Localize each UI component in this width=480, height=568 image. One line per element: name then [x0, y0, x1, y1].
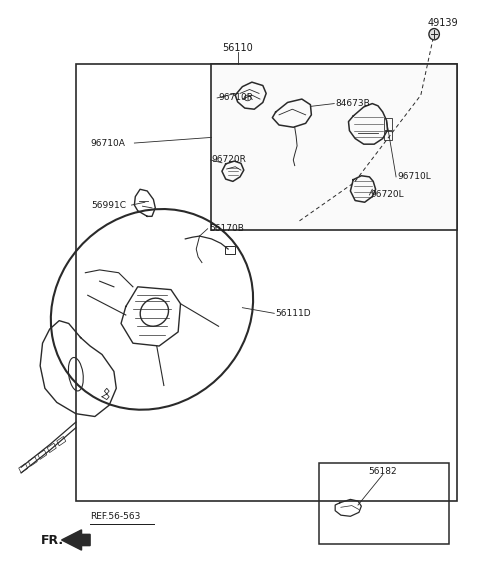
Text: FR.: FR. [41, 534, 64, 547]
Text: 56170B: 56170B [209, 224, 244, 233]
Text: REF.56-563: REF.56-563 [90, 512, 141, 521]
Bar [28, 457, 37, 466]
Bar [225, 245, 235, 254]
Text: 84673B: 84673B [335, 99, 370, 108]
Text: 96710A: 96710A [90, 139, 125, 148]
Polygon shape [61, 530, 90, 550]
Text: 96710L: 96710L [397, 172, 431, 181]
Ellipse shape [429, 28, 439, 40]
Bar [38, 450, 47, 460]
Bar [57, 436, 66, 446]
Text: 56991C: 56991C [91, 201, 126, 210]
Bar [76, 64, 456, 501]
Bar [19, 463, 28, 473]
Text: 56111D: 56111D [276, 309, 312, 318]
Text: 56110: 56110 [222, 43, 253, 53]
Bar [212, 64, 456, 231]
Bar [48, 443, 56, 453]
Bar [384, 118, 392, 130]
Text: 49139: 49139 [428, 18, 458, 28]
Bar [384, 131, 392, 140]
Text: 96710R: 96710R [218, 93, 253, 102]
Text: 96720L: 96720L [371, 190, 405, 199]
Text: 56182: 56182 [369, 467, 397, 475]
Text: 96720R: 96720R [212, 156, 246, 165]
Bar [319, 463, 449, 545]
